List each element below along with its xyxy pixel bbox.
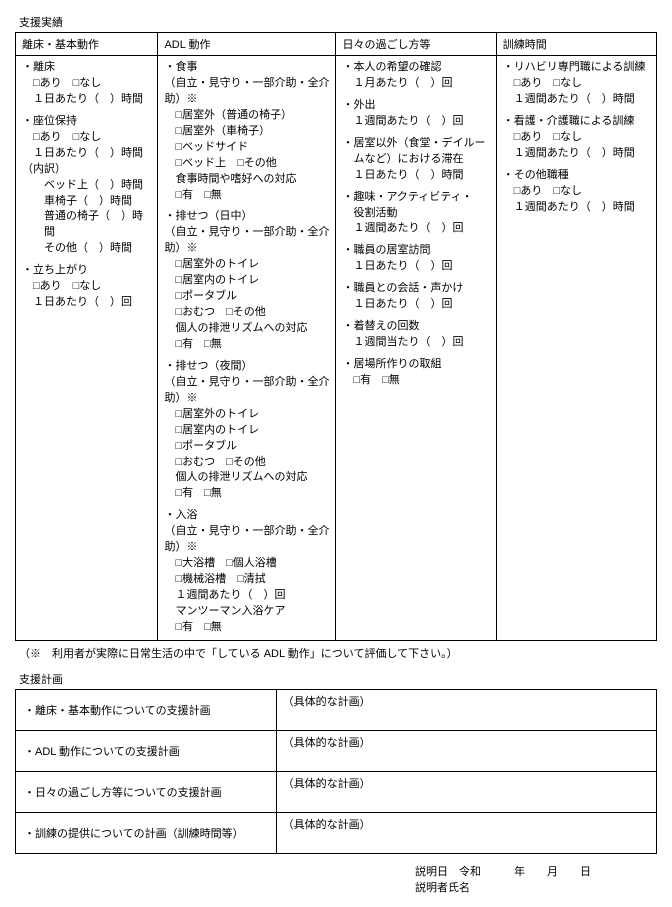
plan-row2-label: ・ADL 動作についての支援計画 (16, 730, 277, 771)
txt: □あり □なし (503, 184, 650, 200)
txt: １週間あたり（ ）回 (164, 588, 329, 604)
section1-title: 支援実績 (19, 14, 657, 30)
txt: （自立・見守り・一部介助・全介助）※ (164, 525, 329, 553)
txt: ・居場所作りの取組 (342, 358, 441, 370)
txt: □おむつ □その他 (164, 455, 329, 471)
txt: ・座位保持 (22, 115, 77, 127)
txt: ・着替えの回数 (342, 320, 419, 332)
txt: □ポータブル (164, 439, 329, 455)
note-text: （※ 利用者が実際に日常生活の中で「している ADL 動作」について評価して下さ… (19, 645, 657, 661)
col-header-3: 日々の過ごし方等 (336, 33, 496, 56)
txt: １日あたり（ ）回 (342, 297, 489, 313)
footer-name: 説明者氏名 (415, 882, 470, 894)
txt: ・排せつ（夜間） (164, 360, 252, 372)
txt: □居室外のトイレ (164, 407, 329, 423)
txt: □あり □なし (22, 76, 151, 92)
cell-basic-movement: ・離床 □あり □なし １日あたり（ ）時間 ・座位保持 □あり □なし １日あ… (16, 56, 158, 641)
txt: □有 □無 (164, 337, 329, 353)
txt: １週間あたり（ ）時間 (503, 200, 650, 216)
txt: （自立・見守り・一部介助・全介助）※ (164, 77, 329, 105)
footer-date: 説明日 令和 年 月 日 (415, 866, 591, 878)
txt: ・外出 (342, 99, 375, 111)
txt: □あり □なし (503, 130, 650, 146)
txt: □あり □なし (503, 76, 650, 92)
txt: ・入浴 (164, 509, 197, 521)
txt: １週間あたり（ ）時間 (503, 92, 650, 108)
plan-row1-label: ・離床・基本動作についての支援計画 (16, 689, 277, 730)
plan-row2-content: （具体的な計画） (276, 730, 656, 771)
txt: □ベッド上 □その他 (164, 156, 329, 172)
txt: ・本人の希望の確認 (342, 61, 441, 73)
txt: □ベッドサイド (164, 140, 329, 156)
cell-adl: ・食事 （自立・見守り・一部介助・全介助）※ □居室外（普通の椅子） □居室外（… (158, 56, 336, 641)
txt: その他（ ）時間 (22, 241, 151, 257)
col-header-4: 訓練時間 (496, 33, 656, 56)
txt: 個人の排泄リズムへの対応 (164, 321, 329, 337)
txt: １週間あたり（ ）時間 (503, 146, 650, 162)
txt: （自立・見守り・一部介助・全介助）※ (164, 226, 329, 254)
txt: ・食事 (164, 61, 197, 73)
txt: ・その他職種 (503, 169, 569, 181)
txt: □居室外（車椅子） (164, 124, 329, 140)
txt: １日あたり（ ）回 (22, 295, 151, 311)
txt: □あり □なし (22, 279, 151, 295)
footer: 説明日 令和 年 月 日 説明者氏名 (15, 864, 657, 897)
cell-training: ・リハビリ専門職による訓練 □あり □なし １週間あたり（ ）時間 ・看護・介護… (496, 56, 656, 641)
txt: □有 □無 (342, 373, 489, 389)
section2-title: 支援計画 (19, 671, 657, 687)
txt: ・看護・介護職による訓練 (503, 115, 635, 127)
txt: ・立ち上がり (22, 264, 88, 276)
txt: １日あたり（ ）回 (342, 259, 489, 275)
col-header-2: ADL 動作 (158, 33, 336, 56)
txt: ・居室以外（食堂・デイルー (342, 137, 485, 149)
plan-row4-label: ・訓練の提供についての計画（訓練時間等） (16, 812, 277, 853)
txt: （自立・見守り・一部介助・全介助）※ (164, 376, 329, 404)
plan-row3-content: （具体的な計画） (276, 771, 656, 812)
support-results-table: 離床・基本動作 ADL 動作 日々の過ごし方等 訓練時間 ・離床 □あり □なし… (15, 32, 657, 641)
cell-daily: ・本人の希望の確認 １月あたり（ ）回 ・外出 １週間あたり（ ）回 ・居室以外… (336, 56, 496, 641)
txt: １週間あたり（ ）回 (342, 221, 489, 237)
txt: 食事時間や嗜好への対応 (164, 172, 329, 188)
txt: 個人の排泄リズムへの対応 (164, 470, 329, 486)
txt: １日あたり（ ）時間 (22, 146, 151, 162)
txt: □あり □なし (22, 130, 151, 146)
txt: １週間あたり（ ）回 (342, 114, 489, 130)
txt: □居室内のトイレ (164, 423, 329, 439)
txt: □大浴槽 □個人浴槽 (164, 556, 329, 572)
txt: （内訳） (22, 163, 66, 175)
txt: 普通の椅子（ ）時間 (22, 209, 151, 241)
txt: マンツーマン入浴ケア (164, 604, 329, 620)
txt: 役割活動 (342, 206, 489, 222)
txt: □おむつ □その他 (164, 305, 329, 321)
txt: □居室外（普通の椅子） (164, 108, 329, 124)
txt: ・趣味・アクティビティ・ (342, 191, 472, 203)
col-header-1: 離床・基本動作 (16, 33, 158, 56)
txt: ・職員との会話・声かけ (342, 282, 463, 294)
txt: １月あたり（ ）回 (342, 76, 489, 92)
txt: □有 □無 (164, 188, 329, 204)
txt: □有 □無 (164, 620, 329, 636)
txt: □機械浴槽 □清拭 (164, 572, 329, 588)
txt: １日あたり（ ）時間 (342, 168, 489, 184)
txt: ムなど）における滞在 (342, 152, 489, 168)
txt: ベッド上（ ）時間 (22, 178, 151, 194)
plan-row3-label: ・日々の過ごし方等についての支援計画 (16, 771, 277, 812)
txt: １日あたり（ ）時間 (22, 92, 151, 108)
txt: □ポータブル (164, 289, 329, 305)
txt: ・排せつ（日中） (164, 210, 252, 222)
txt: ・リハビリ専門職による訓練 (503, 61, 646, 73)
txt: 車椅子（ ）時間 (22, 194, 151, 210)
txt: □居室外のトイレ (164, 257, 329, 273)
txt: ・離床 (22, 61, 55, 73)
txt: □居室内のトイレ (164, 273, 329, 289)
plan-row4-content: （具体的な計画） (276, 812, 656, 853)
txt: ・職員の居室訪問 (342, 244, 430, 256)
txt: □有 □無 (164, 486, 329, 502)
support-plan-table: ・離床・基本動作についての支援計画 （具体的な計画） ・ADL 動作についての支… (15, 689, 657, 854)
txt: １週間当たり（ ）回 (342, 335, 489, 351)
plan-row1-content: （具体的な計画） (276, 689, 656, 730)
